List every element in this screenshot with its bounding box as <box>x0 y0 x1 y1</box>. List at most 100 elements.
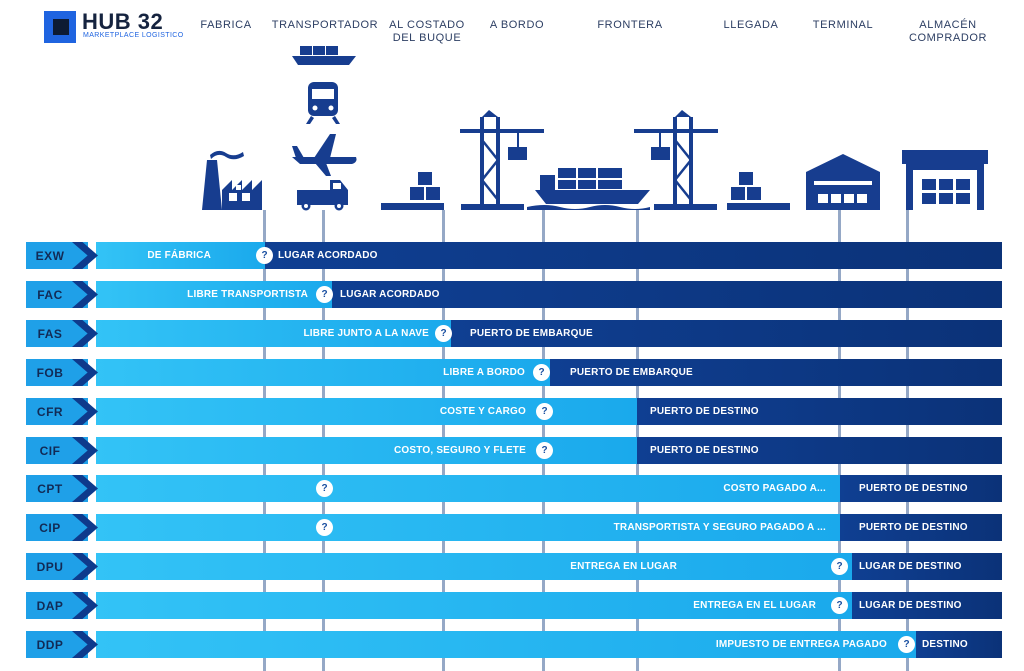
column-header-line: TERMINAL <box>812 19 874 31</box>
column-header-line: COMPRADOR <box>908 32 988 44</box>
column-header-line: FRONTERA <box>597 19 663 31</box>
incoterm-row-dap: DAP ENTREGA EN EL LUGAR? LUGAR DE DESTINO <box>26 592 1002 619</box>
question-mark-icon[interactable]: ? <box>536 442 553 459</box>
incoterm-code-label: FAC <box>37 288 63 302</box>
buyer-risk-label: DESTINO <box>922 639 968 650</box>
buyer-risk-label: LUGAR ACORDADO <box>340 289 440 300</box>
buyer-risk-label: LUGAR DE DESTINO <box>859 561 962 572</box>
buyer-risk-segment <box>637 398 1002 425</box>
buyer-risk-segment <box>550 359 1002 386</box>
seller-risk-segment <box>96 398 637 425</box>
incoterm-code-label: DPU <box>36 560 64 574</box>
incoterm-code-label: CIP <box>39 521 61 535</box>
seller-risk-segment <box>96 475 840 502</box>
question-mark-icon[interactable]: ? <box>536 403 553 420</box>
buyer-risk-label: LUGAR ACORDADO <box>278 250 378 261</box>
buyer-warehouse-icon <box>902 150 988 210</box>
seller-risk-label: LIBRE JUNTO A LA NAVE <box>303 328 429 339</box>
seller-risk-label: DE FÁBRICA <box>147 250 211 261</box>
incoterm-row-cfr: CFR COSTE Y CARGO? PUERTO DE DESTINO <box>26 398 1002 425</box>
column-header-terminal: TERMINAL <box>813 19 873 32</box>
logo-mark-icon <box>44 11 76 43</box>
incoterm-row-cpt: CPT COSTO PAGADO A...? PUERTO DE DESTINO <box>26 475 1002 502</box>
buyer-risk-label: LUGAR DE DESTINO <box>859 600 962 611</box>
question-mark-icon[interactable]: ? <box>435 325 452 342</box>
seller-risk-segment <box>96 631 916 658</box>
port-crane-icon <box>460 110 544 210</box>
question-mark-icon[interactable]: ? <box>831 597 848 614</box>
column-header-fabrica: FABRICA <box>200 19 251 32</box>
column-header-line: TRANSPORTADOR <box>271 19 379 31</box>
column-header-bordo: A BORDO <box>490 19 544 32</box>
incoterm-code-label: DAP <box>36 599 64 613</box>
seller-risk-label: COSTE Y CARGO <box>439 406 526 417</box>
question-mark-icon[interactable]: ? <box>316 286 333 303</box>
question-mark-icon[interactable]: ? <box>898 636 915 653</box>
brand-name: HUB 32 <box>82 9 164 34</box>
question-mark-icon[interactable]: ? <box>533 364 550 381</box>
seller-risk-segment <box>96 437 637 464</box>
incoterm-code-label: EXW <box>35 249 65 263</box>
ship-icon <box>292 46 356 65</box>
brand-tagline: MARKETPLACE LOGISTICO <box>83 32 184 39</box>
buyer-risk-segment <box>265 242 1002 269</box>
seller-risk-label: COSTO, SEGURO Y FLETE <box>393 445 526 456</box>
warehouse-icon <box>806 154 880 210</box>
factory-icon <box>202 150 262 210</box>
buyer-risk-segment <box>840 514 1002 541</box>
incoterm-code-label: DDP <box>36 638 64 652</box>
cargo-boxes-icon <box>727 172 790 210</box>
buyer-risk-label: PUERTO DE DESTINO <box>859 522 968 533</box>
incoterm-row-fob: FOB LIBRE A BORDO? PUERTO DE EMBARQUE <box>26 359 1002 386</box>
incoterm-row-fac: FAC LIBRE TRANSPORTISTA? LUGAR ACORDADO <box>26 281 1002 308</box>
buyer-risk-label: PUERTO DE EMBARQUE <box>470 328 593 339</box>
incoterm-code-label: FOB <box>36 366 64 380</box>
incoterm-row-ddp: DDP IMPUESTO DE ENTREGA PAGADO? DESTINO <box>26 631 1002 658</box>
train-icon <box>306 82 340 124</box>
question-mark-icon[interactable]: ? <box>316 519 333 536</box>
buyer-risk-label: PUERTO DE DESTINO <box>650 406 759 417</box>
seller-risk-segment <box>96 592 852 619</box>
column-header-costado: AL COSTADO DEL BUQUE <box>389 19 465 45</box>
seller-risk-segment <box>96 359 550 386</box>
buyer-risk-segment <box>332 281 1002 308</box>
incoterm-row-cif: CIF COSTO, SEGURO Y FLETE? PUERTO DE DESTI… <box>26 437 1002 464</box>
buyer-risk-segment <box>840 475 1002 502</box>
buyer-risk-label: PUERTO DE EMBARQUE <box>570 367 693 378</box>
column-header-line: ALMACÉN <box>919 19 977 31</box>
incoterm-code-label: CIF <box>39 444 61 458</box>
column-header-line: A BORDO <box>489 19 545 31</box>
question-mark-icon[interactable]: ? <box>831 558 848 575</box>
buyer-risk-segment <box>916 631 1002 658</box>
buyer-risk-segment <box>451 320 1002 347</box>
buyer-risk-label: PUERTO DE DESTINO <box>859 483 968 494</box>
incoterm-row-exw: EXW DE FÁBRICA? LUGAR ACORDADO <box>26 242 1002 269</box>
seller-risk-segment <box>96 281 332 308</box>
airplane-icon <box>292 134 357 176</box>
seller-risk-segment <box>96 320 451 347</box>
transport-illustrations <box>202 46 988 211</box>
column-header-line: DEL BUQUE <box>392 32 462 44</box>
column-header-line: FABRICA <box>200 19 252 31</box>
seller-risk-label: LIBRE TRANSPORTISTA <box>187 289 308 300</box>
column-header-line: LLEGADA <box>723 19 779 31</box>
seller-risk-segment <box>96 514 840 541</box>
buyer-risk-segment <box>637 437 1002 464</box>
column-header-llegada: LLEGADA <box>724 19 779 32</box>
truck-icon <box>297 180 348 211</box>
seller-risk-label: ENTREGA EN LUGAR <box>570 561 677 572</box>
seller-risk-label: IMPUESTO DE ENTREGA PAGADO <box>715 639 887 650</box>
incoterm-code-label: FAS <box>37 327 63 341</box>
buyer-risk-segment <box>852 592 1002 619</box>
incoterm-code: FAC <box>26 281 88 308</box>
seller-risk-label: ENTREGA EN EL LUGAR <box>693 600 816 611</box>
incoterm-code: DAP <box>26 592 88 619</box>
incoterm-code-label: CFR <box>36 405 64 419</box>
buyer-risk-segment <box>852 553 1002 580</box>
incoterm-row-dpu: DPU ENTREGA EN LUGAR? LUGAR DE DESTINO <box>26 553 1002 580</box>
port-crane-icon <box>634 110 718 210</box>
seller-risk-label: COSTO PAGADO A... <box>723 483 826 494</box>
question-mark-icon[interactable]: ? <box>256 247 273 264</box>
incoterm-code-label: CPT <box>37 482 63 496</box>
question-mark-icon[interactable]: ? <box>316 480 333 497</box>
